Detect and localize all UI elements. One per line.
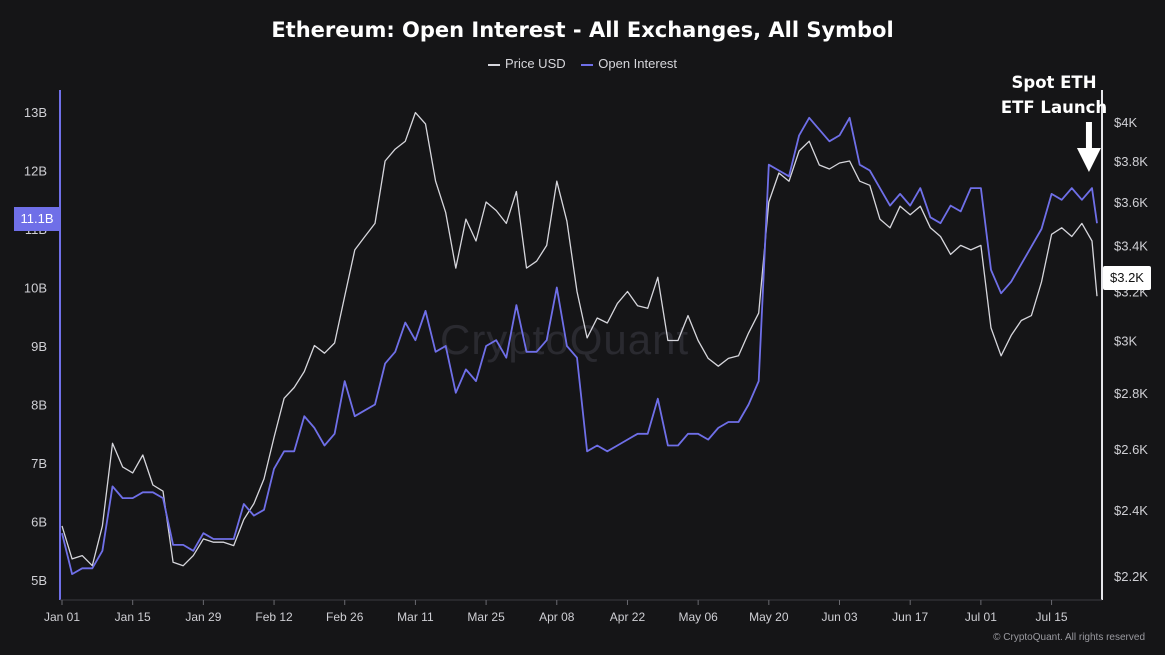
left-tick-label: 9B	[31, 339, 47, 354]
left-tick-label: 6B	[31, 515, 47, 530]
right-tick-label: $3.8K	[1114, 154, 1148, 169]
legend-label-price: Price USD	[504, 56, 566, 71]
left-tick-label: 10B	[24, 281, 47, 296]
left-tick-label: 13B	[24, 105, 47, 120]
x-tick-label: Jul 15	[1036, 610, 1068, 624]
watermark: CryptoQuant	[440, 316, 690, 363]
x-tick-label: Apr 08	[539, 610, 575, 624]
x-tick-label: Jul 01	[965, 610, 997, 624]
copyright: © CryptoQuant. All rights reserved	[993, 632, 1145, 643]
chart-legend: Price USD Open Interest	[0, 56, 1165, 71]
x-tick-label: Mar 11	[397, 610, 434, 624]
legend-label-open-interest: Open Interest	[598, 56, 678, 71]
right-axis-current-badge: $3.2K	[1103, 266, 1151, 290]
right-tick-label: $3.4K	[1114, 238, 1148, 253]
open-interest-line	[61, 116, 1098, 575]
x-tick-label: Jan 29	[185, 610, 221, 624]
x-tick-label: May 06	[678, 610, 718, 624]
right-tick-label: $3K	[1114, 333, 1137, 348]
left-tick-label: 5B	[31, 573, 47, 588]
left-tick-label: 12B	[24, 164, 47, 179]
x-tick-label: May 20	[749, 610, 789, 624]
x-tick-label: Mar 25	[467, 610, 505, 624]
etf-annotation-line2: ETF Launch	[1000, 98, 1108, 117]
x-tick-label: Feb 12	[255, 610, 293, 624]
legend-swatch-price	[487, 63, 500, 66]
price-usd-line	[61, 111, 1098, 567]
x-tick-label: Jan 15	[115, 610, 151, 624]
right-tick-label: $2.4K	[1114, 503, 1148, 518]
etf-annotation: Spot ETH ETF Launch	[1000, 70, 1108, 120]
chart-title: Ethereum: Open Interest - All Exchanges,…	[271, 18, 894, 42]
etf-annotation-line1: Spot ETH	[1011, 73, 1097, 92]
right-tick-label: $2.8K	[1114, 386, 1148, 401]
x-tick-label: Feb 26	[326, 610, 364, 624]
legend-item-open-interest[interactable]: Open Interest	[581, 56, 677, 71]
x-tick-label: Apr 22	[610, 610, 646, 624]
x-tick-label: Jan 01	[44, 610, 80, 624]
etf-arrow-head	[1076, 148, 1101, 172]
legend-item-price[interactable]: Price USD	[487, 56, 569, 71]
left-axis-current-badge: 11.1B	[14, 207, 60, 231]
right-tick-label: $4K	[1114, 115, 1137, 130]
right-tick-label: $3.6K	[1114, 195, 1148, 210]
legend-swatch-open-interest	[581, 63, 594, 66]
right-tick-label: $2.6K	[1114, 442, 1148, 457]
x-tick-label: Jun 03	[821, 610, 857, 624]
left-tick-label: 8B	[31, 398, 47, 413]
left-tick-label: 7B	[31, 456, 47, 471]
x-tick-label: Jun 17	[892, 610, 928, 624]
right-tick-label: $2.2K	[1114, 569, 1148, 584]
